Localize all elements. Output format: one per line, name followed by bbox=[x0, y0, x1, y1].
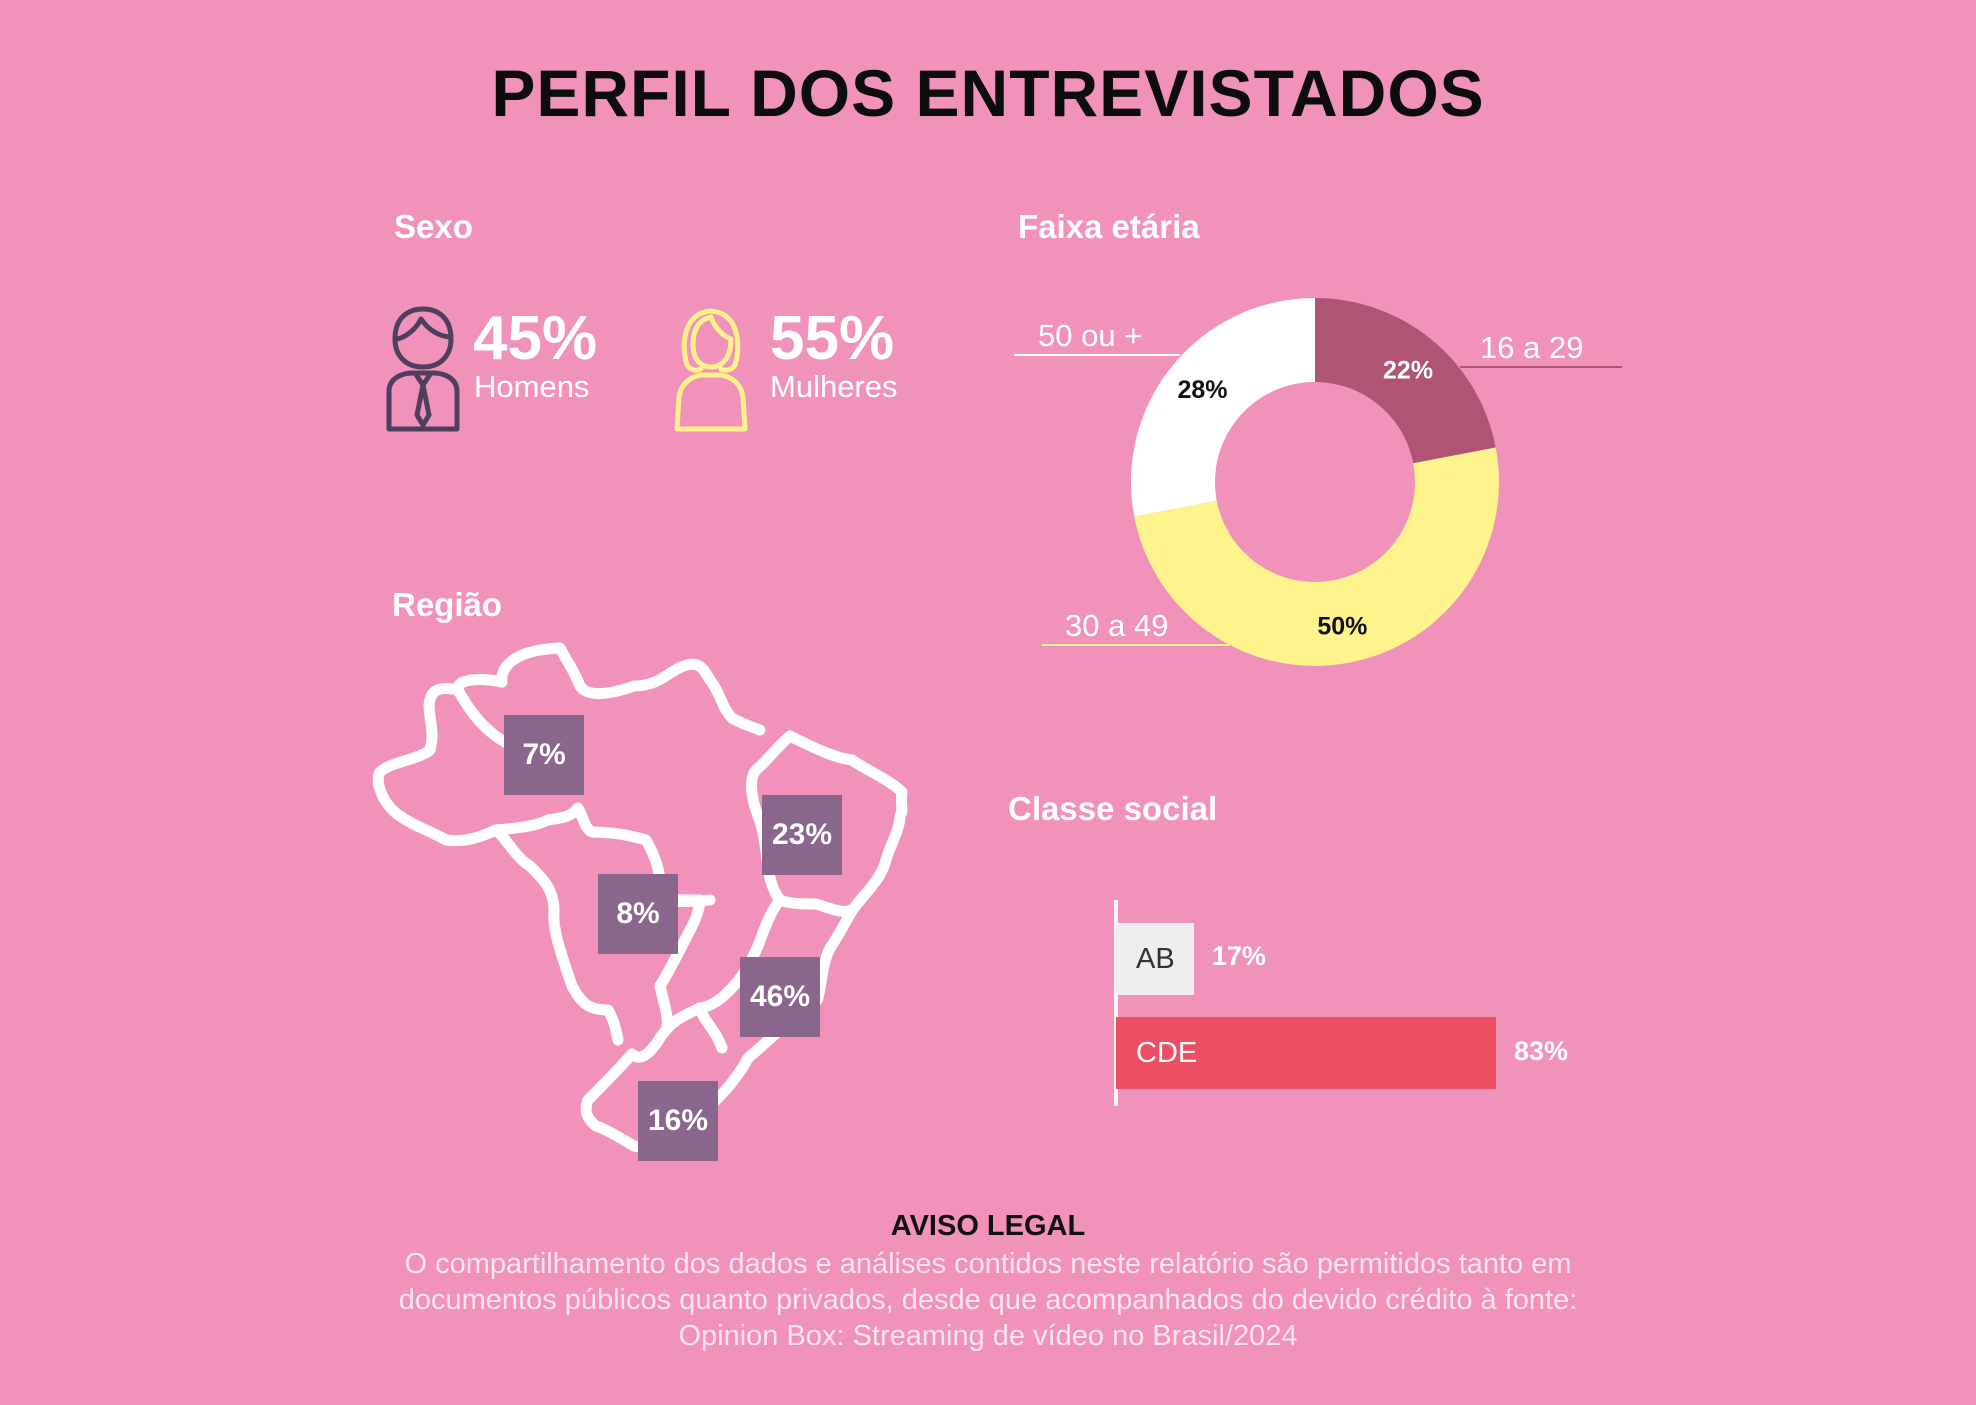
disclaimer-line-2: documentos públicos quanto privados, des… bbox=[398, 1284, 1578, 1316]
donut-slice-16-29 bbox=[1315, 298, 1496, 464]
region-badge-norte: 7% bbox=[504, 715, 584, 795]
women-percentage: 55% bbox=[770, 304, 895, 373]
age-label-16-29: 16 a 29 bbox=[1480, 330, 1584, 365]
bar-axis-line bbox=[1114, 900, 1118, 1106]
woman-icon bbox=[674, 308, 748, 432]
disclaimer-title: AVISO LEGAL bbox=[890, 1210, 1086, 1242]
region-badge-sudeste: 46% bbox=[740, 957, 820, 1037]
bar-label-cde: CDE bbox=[1136, 1036, 1198, 1069]
classe-title: Classe social bbox=[1008, 790, 1218, 827]
page-title: PERFIL DOS ENTREVISTADOS bbox=[491, 56, 1485, 130]
bar-ab: AB bbox=[1116, 923, 1194, 995]
regiao-title: Região bbox=[392, 586, 503, 623]
disclaimer-text: O compartilhamento dos dados e análises … bbox=[288, 1246, 1688, 1354]
disclaimer-line-3: Opinion Box: Streaming de vídeo no Brasi… bbox=[678, 1320, 1298, 1352]
age-label-50plus: 50 ou + bbox=[1038, 318, 1143, 353]
women-label: Mulheres bbox=[770, 369, 898, 404]
bar-value-cde: 83% bbox=[1514, 1036, 1569, 1066]
donut-value-16-29: 22% bbox=[1383, 357, 1433, 385]
donut-value-30-49: 50% bbox=[1317, 612, 1367, 640]
region-badge-sul: 16% bbox=[638, 1081, 718, 1161]
donut-value-50plus: 28% bbox=[1177, 376, 1227, 404]
faixa-title: Faixa etária bbox=[1018, 208, 1200, 245]
man-icon bbox=[386, 306, 460, 432]
bar-cde: CDE bbox=[1116, 1017, 1496, 1089]
sexo-title: Sexo bbox=[394, 208, 473, 245]
age-label-30-49: 30 a 49 bbox=[1065, 608, 1169, 643]
disclaimer-line-1: O compartilhamento dos dados e análises … bbox=[404, 1248, 1572, 1280]
bar-label-ab: AB bbox=[1136, 942, 1175, 975]
bar-value-ab: 17% bbox=[1211, 941, 1266, 971]
region-badge-nordeste: 23% bbox=[762, 795, 842, 875]
donut-slice-30-49 bbox=[1134, 447, 1499, 666]
region-badge-centro-oeste: 8% bbox=[598, 874, 678, 954]
donut-slice-50plus bbox=[1131, 298, 1315, 517]
men-label: Homens bbox=[474, 369, 590, 404]
men-percentage: 45% bbox=[473, 304, 598, 373]
